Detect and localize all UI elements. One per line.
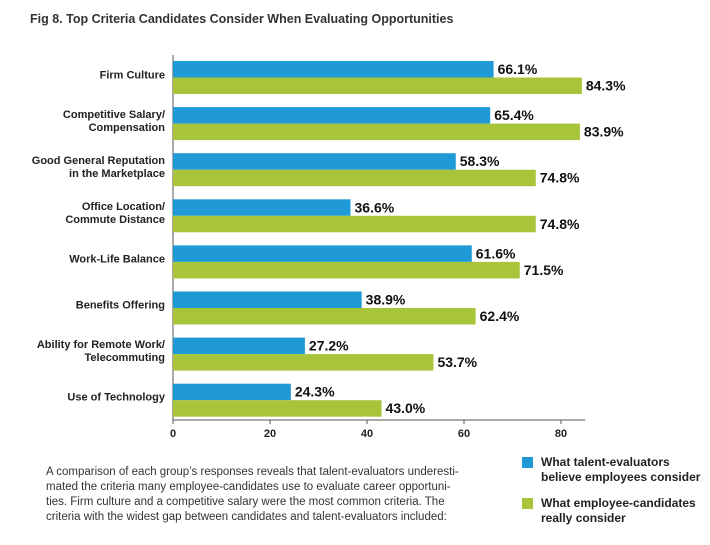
value-label: 53.7% bbox=[437, 354, 477, 370]
value-label: 74.8% bbox=[540, 170, 580, 186]
category-label: Work-Life Balance bbox=[69, 253, 165, 266]
value-label: 62.4% bbox=[480, 308, 520, 324]
value-label: 36.6% bbox=[355, 199, 395, 215]
chart-title: Fig 8. Top Criteria Candidates Consider … bbox=[30, 12, 454, 26]
value-label: 24.3% bbox=[295, 384, 335, 400]
x-tick-label: 60 bbox=[458, 428, 470, 440]
value-label: 71.5% bbox=[524, 262, 564, 278]
bar bbox=[173, 153, 456, 170]
x-tick-label: 40 bbox=[361, 428, 373, 440]
bar bbox=[173, 354, 434, 371]
bar bbox=[173, 245, 472, 262]
bar bbox=[173, 308, 476, 325]
bar bbox=[173, 199, 351, 216]
x-tick-label: 20 bbox=[264, 428, 276, 440]
x-tick-label: 80 bbox=[555, 428, 567, 440]
value-label: 58.3% bbox=[460, 153, 500, 169]
value-label: 43.0% bbox=[386, 400, 426, 416]
legend-swatch bbox=[522, 498, 533, 509]
value-label: 65.4% bbox=[494, 107, 534, 123]
bar bbox=[173, 291, 362, 308]
bar bbox=[173, 61, 494, 78]
legend-label: What employee-candidates really consider bbox=[541, 496, 696, 525]
bar bbox=[173, 383, 291, 401]
bar bbox=[173, 77, 582, 94]
bar bbox=[173, 337, 305, 355]
bar bbox=[173, 400, 382, 417]
bar bbox=[173, 261, 520, 279]
category-label: Firm Culture bbox=[99, 69, 165, 81]
value-label: 66.1% bbox=[498, 61, 538, 77]
legend-swatch bbox=[522, 457, 533, 468]
x-tick-label: 0 bbox=[170, 428, 176, 440]
value-label: 84.3% bbox=[586, 77, 626, 93]
category-label: Good General Reputation in the Marketpla… bbox=[31, 154, 165, 180]
value-label: 38.9% bbox=[366, 291, 406, 307]
legend-label: What talent-evaluators believe employees… bbox=[541, 455, 701, 484]
value-label: 27.2% bbox=[309, 338, 349, 354]
category-label: Competitive Salary/ Compensation bbox=[62, 108, 165, 134]
bar bbox=[173, 107, 491, 124]
note: A comparison of each group’s responses r… bbox=[46, 466, 459, 523]
category-label: Office Location/ Commute Distance bbox=[65, 200, 165, 226]
bar bbox=[173, 169, 536, 187]
category-label: Benefits Offering bbox=[75, 299, 165, 312]
bar bbox=[173, 123, 580, 141]
bar bbox=[173, 215, 536, 233]
category-label: Ability for Remote Work/ Telecommuting bbox=[36, 339, 165, 365]
value-label: 83.9% bbox=[584, 124, 624, 140]
value-label: 74.8% bbox=[540, 216, 580, 232]
category-label: Use of Technology bbox=[67, 391, 165, 404]
value-label: 61.6% bbox=[476, 245, 516, 261]
